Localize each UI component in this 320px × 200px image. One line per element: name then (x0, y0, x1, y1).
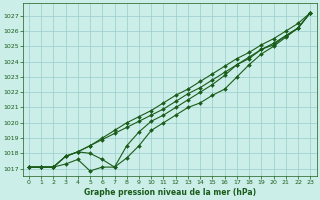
X-axis label: Graphe pression niveau de la mer (hPa): Graphe pression niveau de la mer (hPa) (84, 188, 256, 197)
